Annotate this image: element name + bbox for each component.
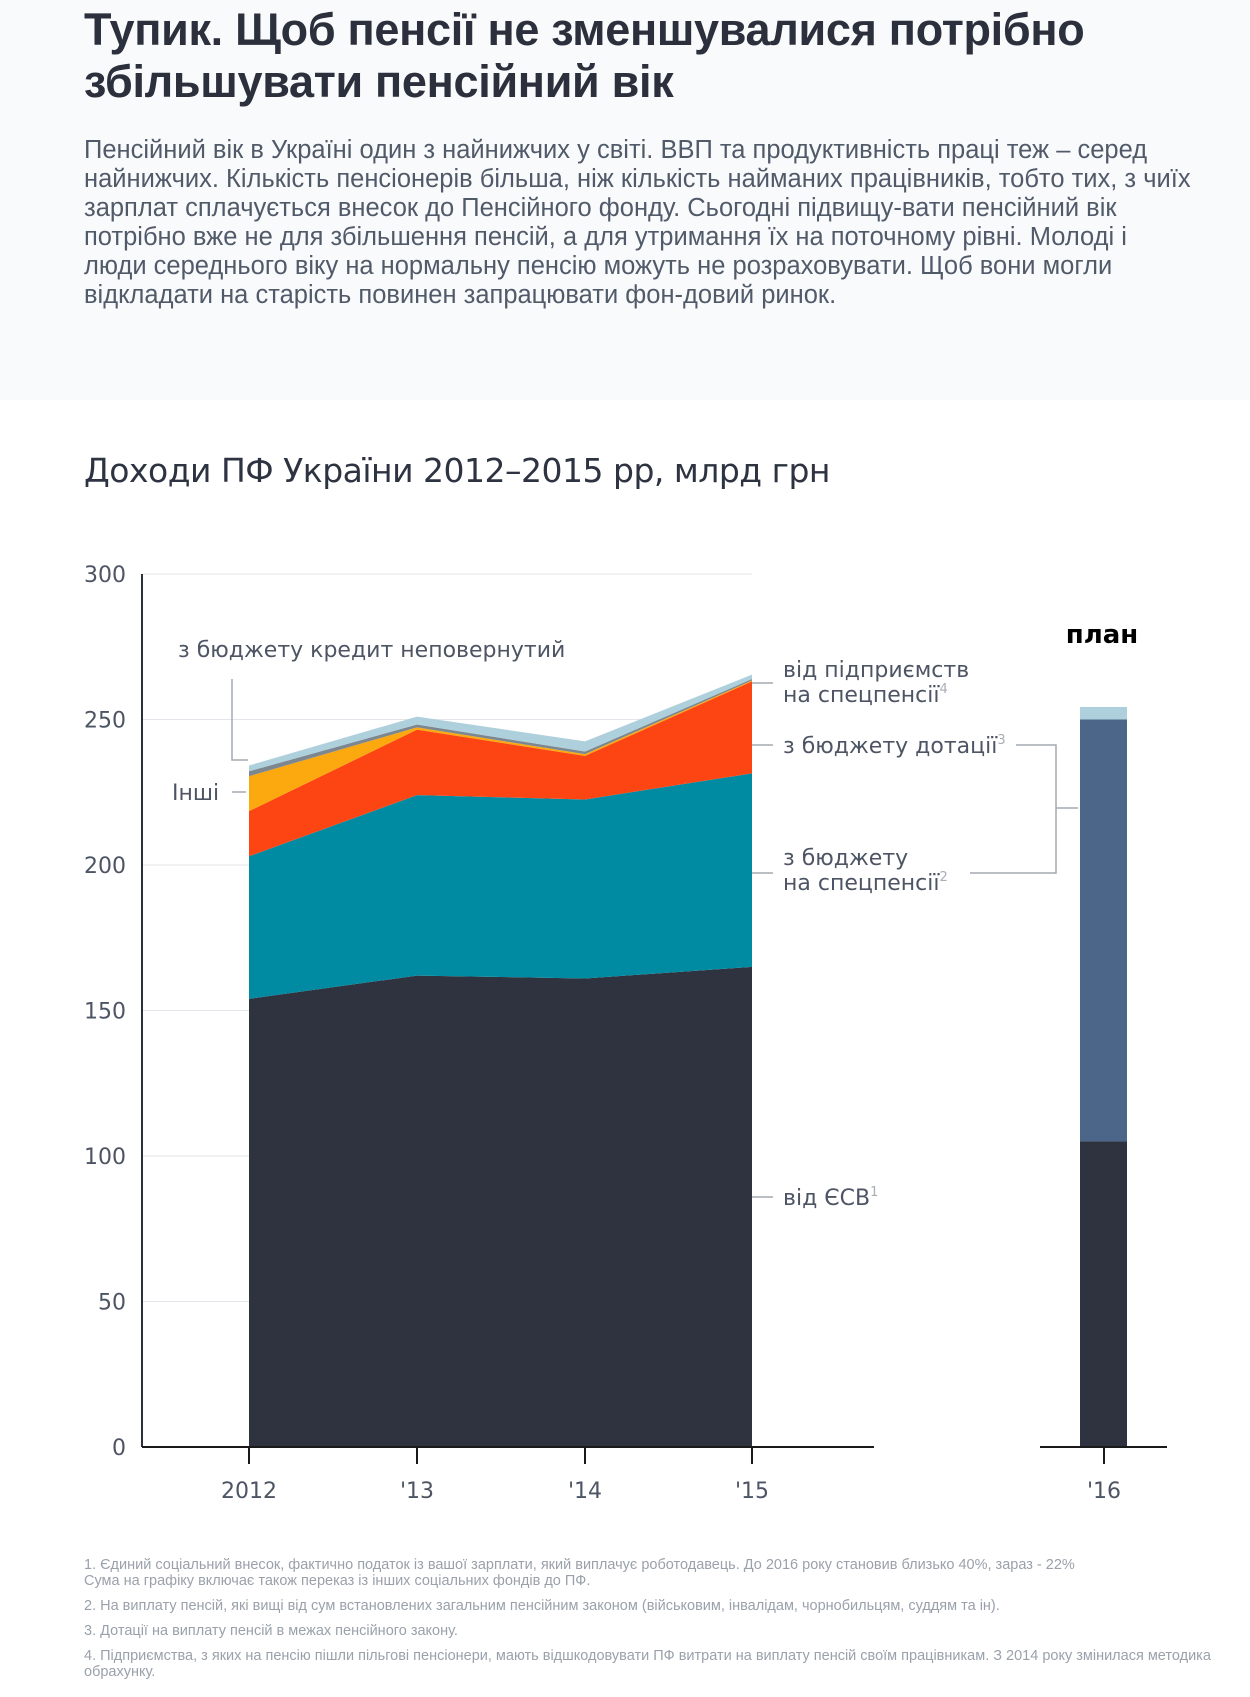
pension-fund-income-chart: 0 50 100 150 200 250 300 2012 '13 '14 '15 '16 з бю… — [84, 563, 1167, 1504]
footnote-1-line1: 1. Єдиний соціальний внесок, фактично по… — [84, 1557, 1075, 1573]
footnote-2: 2. На виплату пенсій, які вищі від сум в… — [84, 1598, 1000, 1614]
area-series-3 — [249, 681, 752, 857]
footnote-marker-2: 2 — [939, 870, 947, 885]
plan-label: план — [1066, 620, 1139, 650]
footnote-1: 1. Єдиний соціальний внесок, фактично по… — [84, 1557, 1224, 1589]
label-pidpryiemstv-line1: від підприємств — [783, 658, 969, 683]
intro-section: Тупик. Щоб пенсії не зменшувалися потріб… — [0, 0, 1250, 400]
plan-bar-segment-1 — [1080, 1141, 1127, 1447]
y-tick-label-50: 50 — [98, 1291, 126, 1316]
y-tick-label-0: 0 — [112, 1436, 126, 1461]
y-tick-label-150: 150 — [84, 1000, 126, 1025]
x-tick-label-4: '16 — [1087, 1479, 1121, 1504]
leader-kredyt — [231, 679, 248, 761]
bracket-budget — [970, 744, 1057, 874]
label-spec-2: на спецпенсії2 — [783, 870, 948, 896]
area-series-1 — [249, 966, 752, 1447]
label-inshi: Інші — [172, 781, 219, 806]
plan-bar-segment-2 — [1080, 719, 1127, 1142]
label-esv: від ЄСВ1 — [783, 1185, 878, 1211]
footnote-1-line2: Сума на графіку включає також переказ із… — [84, 1573, 591, 1589]
intro-paragraph: Пенсійний вік в Україні один з найнижчих… — [84, 136, 1191, 309]
footnote-4: 4. Підприємства, з яких на пенсію пішли … — [84, 1648, 1211, 1680]
x-tick-label-2: '14 — [568, 1479, 602, 1504]
x-axis-ticks: 2012 '13 '14 '15 '16 — [221, 1447, 1121, 1504]
area-series-2 — [249, 773, 752, 999]
y-axis-ticks: 0 50 100 150 200 250 300 — [84, 563, 126, 1461]
label-pidpryiemstv: від підприємств — [783, 658, 969, 683]
label-kredyt: з бюджету кредит неповернутий — [178, 638, 565, 663]
chart-title: Доходи ПФ України 2012–2015 рр, млрд грн — [84, 451, 830, 490]
label-esv-text: від ЄСВ — [783, 1186, 870, 1211]
page-title: Тупик. Щоб пенсії не зменшувалися потріб… — [84, 4, 1085, 107]
y-tick-label-200: 200 — [84, 854, 126, 879]
annotation-leader-lines — [231, 679, 1078, 1198]
x-tick-label-1: '13 — [400, 1479, 434, 1504]
x-tick-label-3: '15 — [735, 1479, 769, 1504]
label-pidpryiemstv-2: на спецпенсії4 — [783, 682, 948, 708]
label-pidpryiemstv-line2: на спецпенсії — [783, 683, 940, 708]
footnote-marker-4: 4 — [939, 682, 947, 697]
footnote-marker-1: 1 — [870, 1185, 878, 1200]
y-tick-label-300: 300 — [84, 563, 126, 588]
x-tick-label-0: 2012 — [221, 1479, 277, 1504]
footnote-marker-3: 3 — [997, 733, 1005, 748]
label-dotacii: з бюджету дотації3 — [783, 733, 1006, 759]
label-dotacii-text: з бюджету дотації — [783, 734, 998, 759]
y-tick-label-100: 100 — [84, 1145, 126, 1170]
footnote-3: 3. Дотації на виплату пенсій в межах пен… — [84, 1623, 458, 1639]
footnotes: 1. Єдиний соціальний внесок, фактично по… — [84, 1557, 1224, 1689]
label-spec: з бюджету — [783, 846, 908, 871]
plan-bar-2016 — [1080, 706, 1127, 1447]
label-spec-line1: з бюджету — [783, 846, 908, 871]
label-spec-line2: на спецпенсії — [783, 871, 940, 896]
stacked-areas — [249, 674, 752, 1447]
plan-bar-segment-3 — [1080, 706, 1127, 720]
y-tick-label-250: 250 — [84, 709, 126, 734]
